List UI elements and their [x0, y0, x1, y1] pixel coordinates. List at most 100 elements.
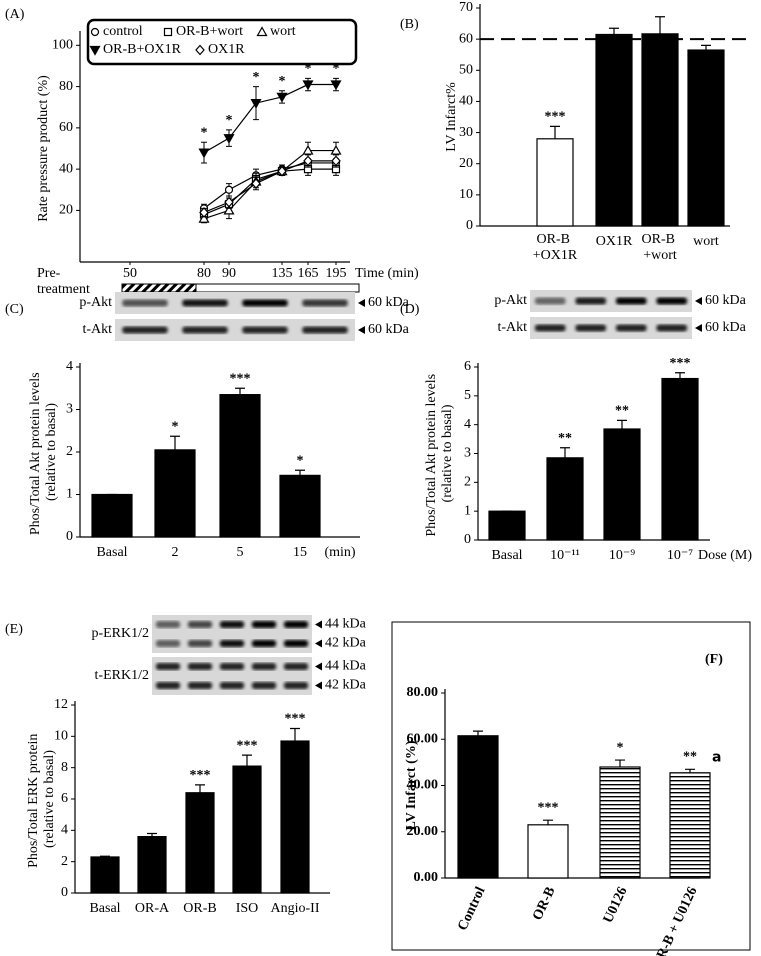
bar [280, 740, 310, 894]
blot-band [251, 682, 277, 689]
blot-band [251, 640, 277, 647]
panel: (F) LV Infarct (%) 0.00 20.00 40.00 60.00 80.0… [404, 652, 723, 956]
y-tick-label: 70 [459, 0, 473, 15]
size-marker [358, 299, 365, 307]
significance-label: * [617, 740, 624, 755]
point [199, 207, 209, 218]
error-bar [609, 27, 619, 35]
blot-band [219, 621, 245, 628]
y-tick-label: 4 [61, 823, 68, 838]
ischaemia-bar [121, 283, 197, 293]
error-bar [242, 754, 252, 767]
x-tick-label: 80 [197, 266, 211, 281]
bar [232, 765, 262, 894]
panel-label: (A) [5, 7, 25, 22]
x-tick-label: Control [455, 885, 488, 934]
blot-band [302, 326, 348, 334]
blot-band [534, 297, 566, 305]
blot-band [219, 663, 245, 670]
x-tick-label: 50 [123, 266, 137, 281]
error-bar [685, 768, 695, 773]
point [331, 155, 341, 167]
point [302, 80, 314, 91]
legend-marker [90, 27, 100, 37]
blot-band [219, 682, 245, 689]
size-marker [315, 681, 322, 690]
y-tick-label: 20.00 [407, 824, 439, 839]
blot-band [283, 682, 309, 689]
series-line [203, 149, 336, 220]
blot-band [251, 621, 277, 628]
point [250, 98, 262, 109]
error-bar [560, 447, 570, 458]
legend-label: control [103, 24, 143, 39]
series-line [203, 162, 336, 209]
legend-marker [195, 44, 205, 56]
significance-label: * [279, 74, 286, 89]
blot-band [155, 663, 181, 670]
point [303, 155, 313, 167]
blot [152, 615, 312, 653]
y-tick-label: 30 [459, 125, 473, 140]
pretreatment-label: Pre- treatment [37, 266, 90, 297]
y-tick-label: 60 [459, 31, 473, 46]
legend-label: OR-B+wort [176, 24, 243, 39]
blot-label: p-Akt [494, 293, 527, 308]
blot-band [155, 682, 181, 689]
y-axis-title: Phos/Total Akt protein levels (relative … [28, 369, 59, 535]
error-bar [473, 730, 483, 736]
panel-frame [391, 621, 751, 951]
blot-band [302, 299, 348, 307]
panel: (D) Phos/Total Akt protein levels (relati… [400, 290, 752, 563]
legend-marker [256, 26, 268, 37]
bar [185, 792, 215, 894]
series-line [203, 83, 336, 154]
bar [457, 735, 499, 879]
panel-label: (D) [400, 302, 420, 317]
bar [279, 474, 321, 538]
size-label: 60 kDa [705, 320, 747, 335]
significance-label: * [297, 453, 304, 468]
blot-label: t-ERK1/2 [95, 668, 149, 683]
y-tick-label: 10 [54, 729, 68, 744]
error-bar [100, 855, 110, 857]
significance-label: ** [683, 750, 697, 765]
x-tick-label: wort [693, 234, 719, 249]
blot-band [187, 663, 213, 670]
x-tick-label: OR-B [183, 901, 216, 916]
y-tick-label: 2 [66, 444, 73, 459]
blot-band [283, 640, 309, 647]
reperfusion-bar [195, 283, 360, 293]
blot [530, 317, 692, 339]
y-tick-label: 100 [52, 38, 73, 53]
blot-band [615, 324, 647, 332]
bar [661, 377, 699, 541]
y-tick-label: 80.00 [407, 685, 439, 700]
y-tick-label: 50 [459, 63, 473, 78]
bar [599, 766, 641, 879]
point [276, 92, 288, 103]
panel-label: (F) [705, 652, 723, 667]
bar [90, 856, 120, 894]
point [223, 204, 235, 215]
bar [536, 138, 574, 227]
panel-label: (C) [5, 302, 24, 317]
y-tick-label: 3 [464, 446, 471, 461]
bar [669, 772, 711, 879]
panel: (C) Phos/Total Akt protein levels (relati… [5, 292, 410, 560]
point [224, 185, 234, 194]
error-bar [195, 784, 205, 793]
y-tick-label: 80 [59, 79, 73, 94]
y-tick-label: 40 [59, 161, 73, 176]
blot-band [251, 663, 277, 670]
x-tick-label: 10⁻¹¹ [550, 548, 580, 563]
point [330, 80, 342, 91]
y-axis-title: LV Infarct% [444, 82, 459, 152]
size-label: 42 kDa [325, 678, 367, 693]
bar [488, 510, 526, 541]
panel: (B) LV Infarct% 0 10 20 30 40 50 60 70 *** OR-B +OX… [400, 0, 746, 263]
bar [154, 449, 196, 538]
point [251, 178, 261, 189]
significance-label: * [226, 113, 233, 128]
